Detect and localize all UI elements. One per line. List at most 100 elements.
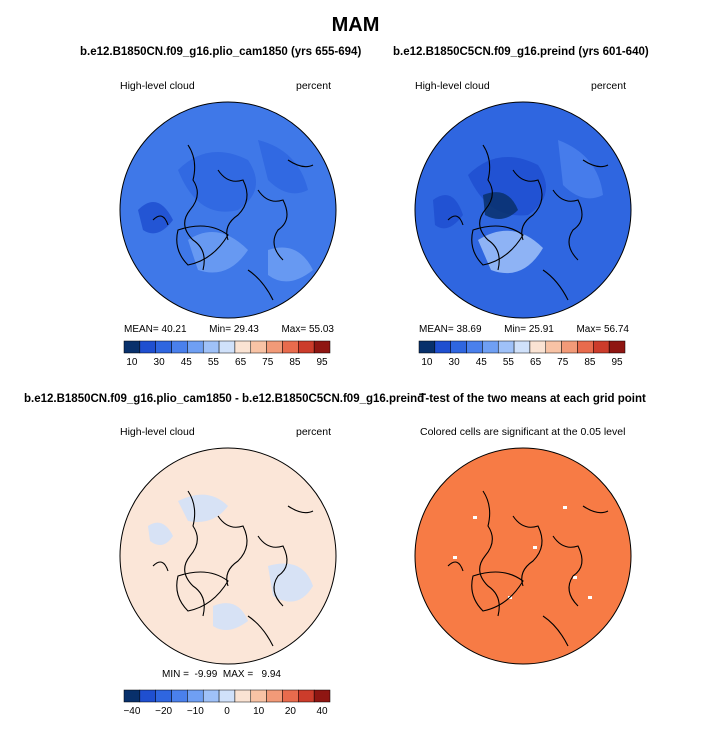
colorbar-box xyxy=(139,340,156,354)
insignificant-cell xyxy=(563,506,567,509)
colorbar-tick-label: 55 xyxy=(208,357,220,368)
colorbar-tick-label: 95 xyxy=(317,357,329,368)
coastline xyxy=(287,159,314,168)
coastline xyxy=(257,535,288,607)
map-boundary xyxy=(119,447,337,665)
colorbar-tick-label: 45 xyxy=(476,357,488,368)
colorbar-box xyxy=(250,689,267,703)
colorbar-box xyxy=(234,340,252,354)
panel3-stats: MIN = -9.99 MAX = 9.94 xyxy=(162,669,281,680)
panel2-colorbar: 10 30 45 55 65 75 85 95 xyxy=(418,340,626,368)
colorbar-box xyxy=(250,340,267,354)
panel2-min-label: Min= xyxy=(504,324,527,335)
field-patch xyxy=(148,522,173,545)
panel3-min-label: MIN = xyxy=(162,669,189,680)
field-patch xyxy=(213,603,248,630)
coastline xyxy=(217,169,248,241)
colorbar-box xyxy=(298,340,315,354)
panel2-min-value: 25.91 xyxy=(528,324,554,335)
panel3-units-label: percent xyxy=(296,426,332,438)
figure-title: MAM xyxy=(331,14,380,36)
colorbar-box xyxy=(187,340,204,354)
panel2-mean-label: MEAN= xyxy=(419,324,454,335)
colorbar-box xyxy=(513,340,531,354)
colorbar-box xyxy=(171,689,188,703)
coastline xyxy=(582,159,609,168)
coastline xyxy=(217,515,248,587)
colorbar-box xyxy=(608,340,626,354)
field-patch xyxy=(178,494,228,522)
colorbar-tick-label: −40 xyxy=(123,706,140,717)
coastline xyxy=(582,505,609,514)
coastline xyxy=(479,490,500,617)
panel2-map xyxy=(414,101,632,319)
coastline xyxy=(287,505,314,514)
colorbar-box xyxy=(218,689,236,703)
field-patch xyxy=(258,140,308,194)
panel1-min-label: Min= xyxy=(209,324,232,335)
coastline xyxy=(247,269,274,301)
panel1-mean-value: 40.21 xyxy=(161,324,187,335)
colorbar-tick-label: 0 xyxy=(224,706,230,717)
panel1-variable-label: High-level cloud xyxy=(120,80,195,92)
colorbar-box xyxy=(482,340,499,354)
coastline xyxy=(176,225,229,266)
colorbar-box xyxy=(313,340,331,354)
colorbar-box xyxy=(123,340,141,354)
colorbar-box xyxy=(266,340,283,354)
colorbar-tick-label: −10 xyxy=(187,706,204,717)
panel3-max-value: 9.94 xyxy=(261,669,281,680)
panel4-map xyxy=(414,447,632,665)
map-background xyxy=(415,448,631,664)
colorbar-tick-label: 20 xyxy=(285,706,297,717)
colorbar-box xyxy=(234,689,252,703)
coastline xyxy=(542,269,569,301)
panel1-max-value: 55.03 xyxy=(308,324,334,335)
panel3-variable-label: High-level cloud xyxy=(120,426,195,438)
field-patch xyxy=(268,563,313,602)
colorbar-box xyxy=(218,340,236,354)
map-boundary xyxy=(414,101,632,319)
map-boundary xyxy=(414,447,632,665)
map-boundary xyxy=(119,101,337,319)
colorbar-tick-label: 85 xyxy=(289,357,301,368)
coastline xyxy=(552,189,583,261)
panel1-mean-label: MEAN= xyxy=(124,324,159,335)
colorbar-box xyxy=(202,689,220,703)
colorbar-box xyxy=(466,340,483,354)
coastline xyxy=(247,615,274,647)
panel1-colorbar: 10 30 45 55 65 75 85 95 xyxy=(123,340,331,368)
colorbar-box xyxy=(155,340,172,354)
panel4-title: T-test of the two means at each grid poi… xyxy=(419,393,646,405)
colorbar-tick-label: 30 xyxy=(154,357,166,368)
panel1-min-value: 29.43 xyxy=(233,324,259,335)
panel2-max-value: 56.74 xyxy=(603,324,629,335)
panel3-max-label: MAX = xyxy=(222,669,254,680)
colorbar-tick-label: 30 xyxy=(449,357,461,368)
coastline xyxy=(176,571,229,612)
colorbar-box xyxy=(418,340,436,354)
map-field xyxy=(415,102,631,318)
panel1-map xyxy=(119,101,337,319)
panel2-stats: MEAN= 38.69 Min= 25.91 Max= 56.74 xyxy=(419,324,629,335)
coastline xyxy=(152,215,169,226)
panel2-title: b.e12.B1850C5CN.f09_g16.preind (yrs 601-… xyxy=(393,46,649,58)
colorbar-box xyxy=(313,689,331,703)
colorbar-tick-label: 75 xyxy=(557,357,569,368)
coastline xyxy=(184,144,205,271)
colorbar-tick-label: 40 xyxy=(317,706,329,717)
colorbar-box xyxy=(202,340,220,354)
colorbar-box xyxy=(497,340,515,354)
panel3-min-value: -9.99 xyxy=(194,669,218,680)
colorbar-box xyxy=(139,689,156,703)
panel4-subtitle: Colored cells are significant at the 0.0… xyxy=(420,426,626,438)
insignificant-cell xyxy=(533,546,537,549)
colorbar-box xyxy=(298,689,315,703)
map-field xyxy=(120,102,336,318)
coastline xyxy=(552,535,583,607)
colorbar-box xyxy=(171,340,188,354)
coastline xyxy=(257,189,288,261)
colorbar-box xyxy=(266,689,283,703)
colorbar-box xyxy=(529,340,547,354)
colorbar-tick-label: 55 xyxy=(503,357,515,368)
